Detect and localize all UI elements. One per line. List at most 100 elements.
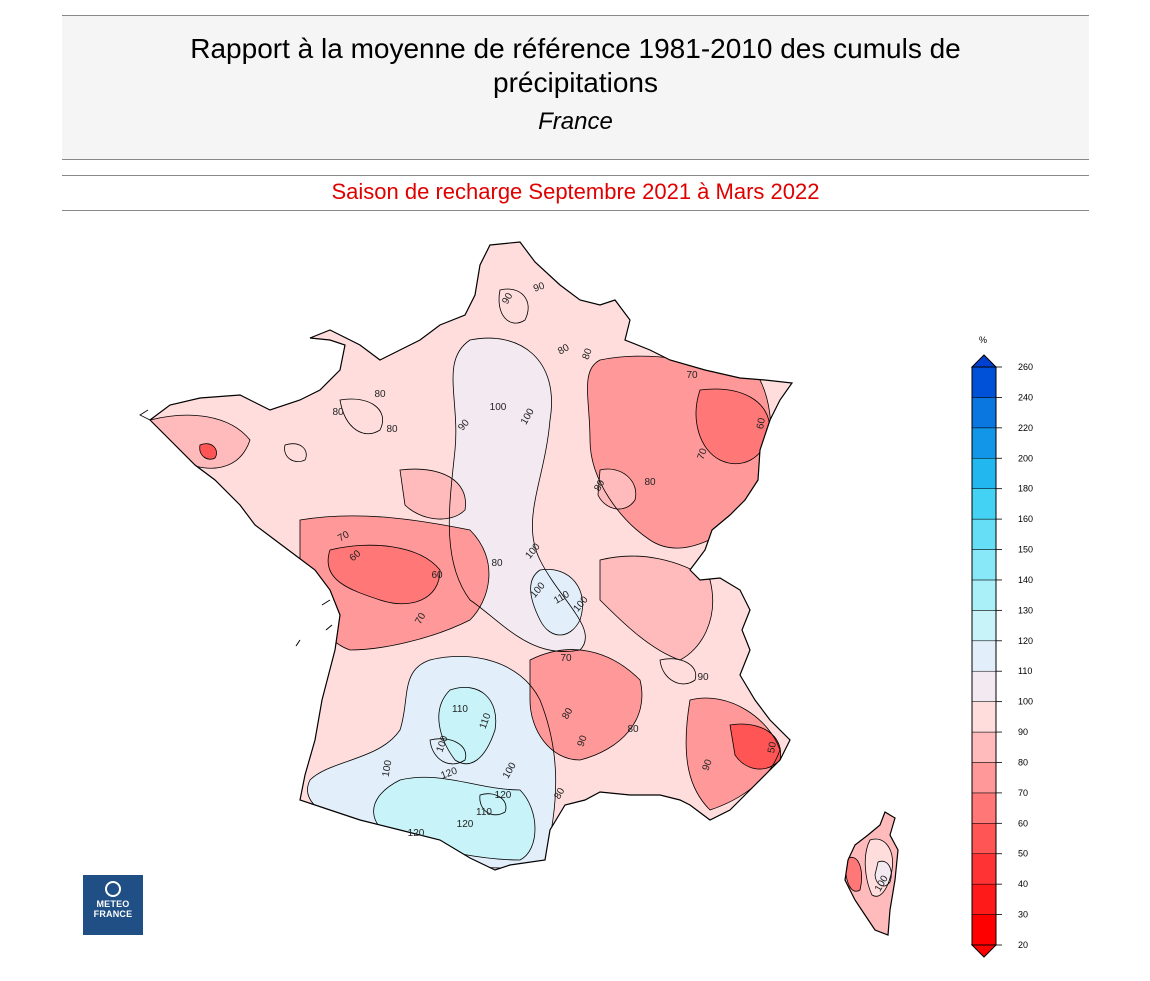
field-50-60-west (328, 545, 440, 604)
legend-swatch (971, 823, 997, 854)
legend-swatch (971, 518, 997, 550)
contour-label: 60 (755, 417, 768, 430)
contour-label: 80 (627, 724, 639, 735)
field-50-60-east (696, 389, 770, 464)
field-110-120-central (438, 687, 496, 764)
contour-label: 70 (696, 447, 710, 462)
legend-swatch (971, 579, 997, 611)
coast-detail (139, 409, 151, 421)
legend-tick-label: 240 (1018, 392, 1033, 402)
legend-tick-label: 140 (1018, 575, 1033, 585)
legend-tick-label: 90 (1018, 727, 1028, 737)
contour-label: 70 (686, 370, 698, 381)
legend-tick-label: 120 (1018, 636, 1033, 646)
legend-tick-label: 110 (1018, 666, 1032, 676)
legend-tick-label: 200 (1018, 453, 1033, 463)
contour-label: 80 (560, 706, 575, 722)
contour-label: 110 (476, 807, 492, 818)
contour-label: 100 (490, 402, 507, 413)
islands (295, 599, 333, 647)
legend-swatch (971, 640, 997, 672)
legend-swatch (971, 458, 997, 489)
contour-label: 120 (408, 828, 425, 839)
legend-tick-label: 80 (1018, 757, 1028, 767)
corsica-field-50-60 (845, 857, 862, 892)
season-label: Saison de recharge Septembre 2021 à Mars… (62, 175, 1089, 211)
contour-label: 80 (644, 477, 656, 488)
france-map (139, 241, 793, 871)
contour-label: 110 (478, 711, 494, 730)
legend-tick-label: 50 (1018, 849, 1028, 859)
legend-tick-label: 260 (1018, 362, 1033, 372)
contour-label: 80 (491, 558, 503, 569)
legend-tick-label: 180 (1018, 484, 1033, 494)
legend-swatch (971, 366, 997, 398)
legend-swatch (971, 397, 997, 429)
legend-color-bar (970, 354, 998, 958)
contour-label: 100 (381, 759, 395, 778)
legend-swatch (971, 731, 997, 763)
contour-label: 70 (336, 529, 352, 544)
legend-tick-label: 100 (1018, 697, 1033, 707)
legend-swatch (971, 883, 997, 915)
meteo-france-logo-icon (105, 881, 121, 897)
legend-swatch (971, 488, 997, 520)
field-40-50-riviera (730, 724, 781, 770)
contour-label: 80 (556, 342, 572, 357)
field-100-110-massif (530, 569, 583, 635)
contour-label: 90 (576, 734, 590, 749)
legend-swatch (971, 792, 997, 824)
corsica-contours (845, 838, 893, 897)
contour-label: 80 (581, 347, 595, 362)
region-subtitle: France (538, 108, 613, 135)
contour-label: 80 (386, 424, 398, 435)
contour-label: 90 (701, 758, 715, 773)
legend-swatch (971, 853, 997, 885)
title-line-2: précipitations (493, 67, 658, 98)
contour-label: 80 (552, 786, 567, 802)
corsica-map (844, 811, 899, 936)
contour-label: 90 (697, 672, 709, 683)
corsica-field-90-100 (875, 861, 892, 886)
contour-label: 70 (413, 611, 428, 627)
map-title: Rapport à la moyenne de référence 1981-2… (62, 32, 1089, 100)
contour-label: 120 (457, 819, 474, 830)
legend-swatch (971, 427, 997, 459)
contour-label: 110 (452, 704, 468, 715)
contour-label: 90 (500, 291, 515, 307)
legend-tick-label: 70 (1018, 788, 1028, 798)
contour-label: 60 (431, 570, 443, 581)
legend-unit: % (979, 335, 987, 345)
contour-label: 80 (374, 389, 386, 400)
legend-swatch (971, 701, 997, 733)
field-70-80-bourgogne (598, 469, 636, 510)
legend-swatch (971, 610, 997, 642)
legend-tick-label: 40 (1018, 879, 1028, 889)
legend-swatch (971, 670, 997, 702)
legend-tick-label: 60 (1018, 818, 1028, 828)
meteo-france-logo: METEO FRANCE (83, 875, 143, 935)
legend-tick-label: 30 (1018, 910, 1028, 920)
field-70-80-loire (400, 469, 466, 520)
title-line-1: Rapport à la moyenne de référence 1981-2… (190, 33, 961, 64)
legend-swatch (971, 549, 997, 581)
contour-label: 50 (766, 741, 779, 754)
legend-over-arrow (970, 354, 998, 368)
contour-label: 80 (592, 478, 607, 494)
logo-line-1: METEO (96, 899, 130, 909)
contour-label: 90 (532, 280, 547, 294)
legend-tick-label: 20 (1018, 940, 1028, 950)
legend-tick-label: 130 (1018, 605, 1033, 615)
legend-swatch (971, 762, 997, 794)
legend-frame (971, 366, 997, 946)
legend-under-arrow (970, 944, 998, 958)
legend-swatch (971, 914, 997, 946)
logo-line-2: FRANCE (93, 909, 133, 919)
contour-label: 80 (332, 407, 344, 418)
legend-tick-labels: 20 30 40 50 60 70 80 90 100 110 120 130 140 150 160 180… (996, 362, 1033, 950)
field-60-70-cevennes (530, 649, 642, 760)
contour-label: 70 (560, 653, 572, 664)
color-legend: % 20 30 40 50 60 70 80 90 100 110 120 130 140 150 160 1… (970, 335, 1033, 958)
